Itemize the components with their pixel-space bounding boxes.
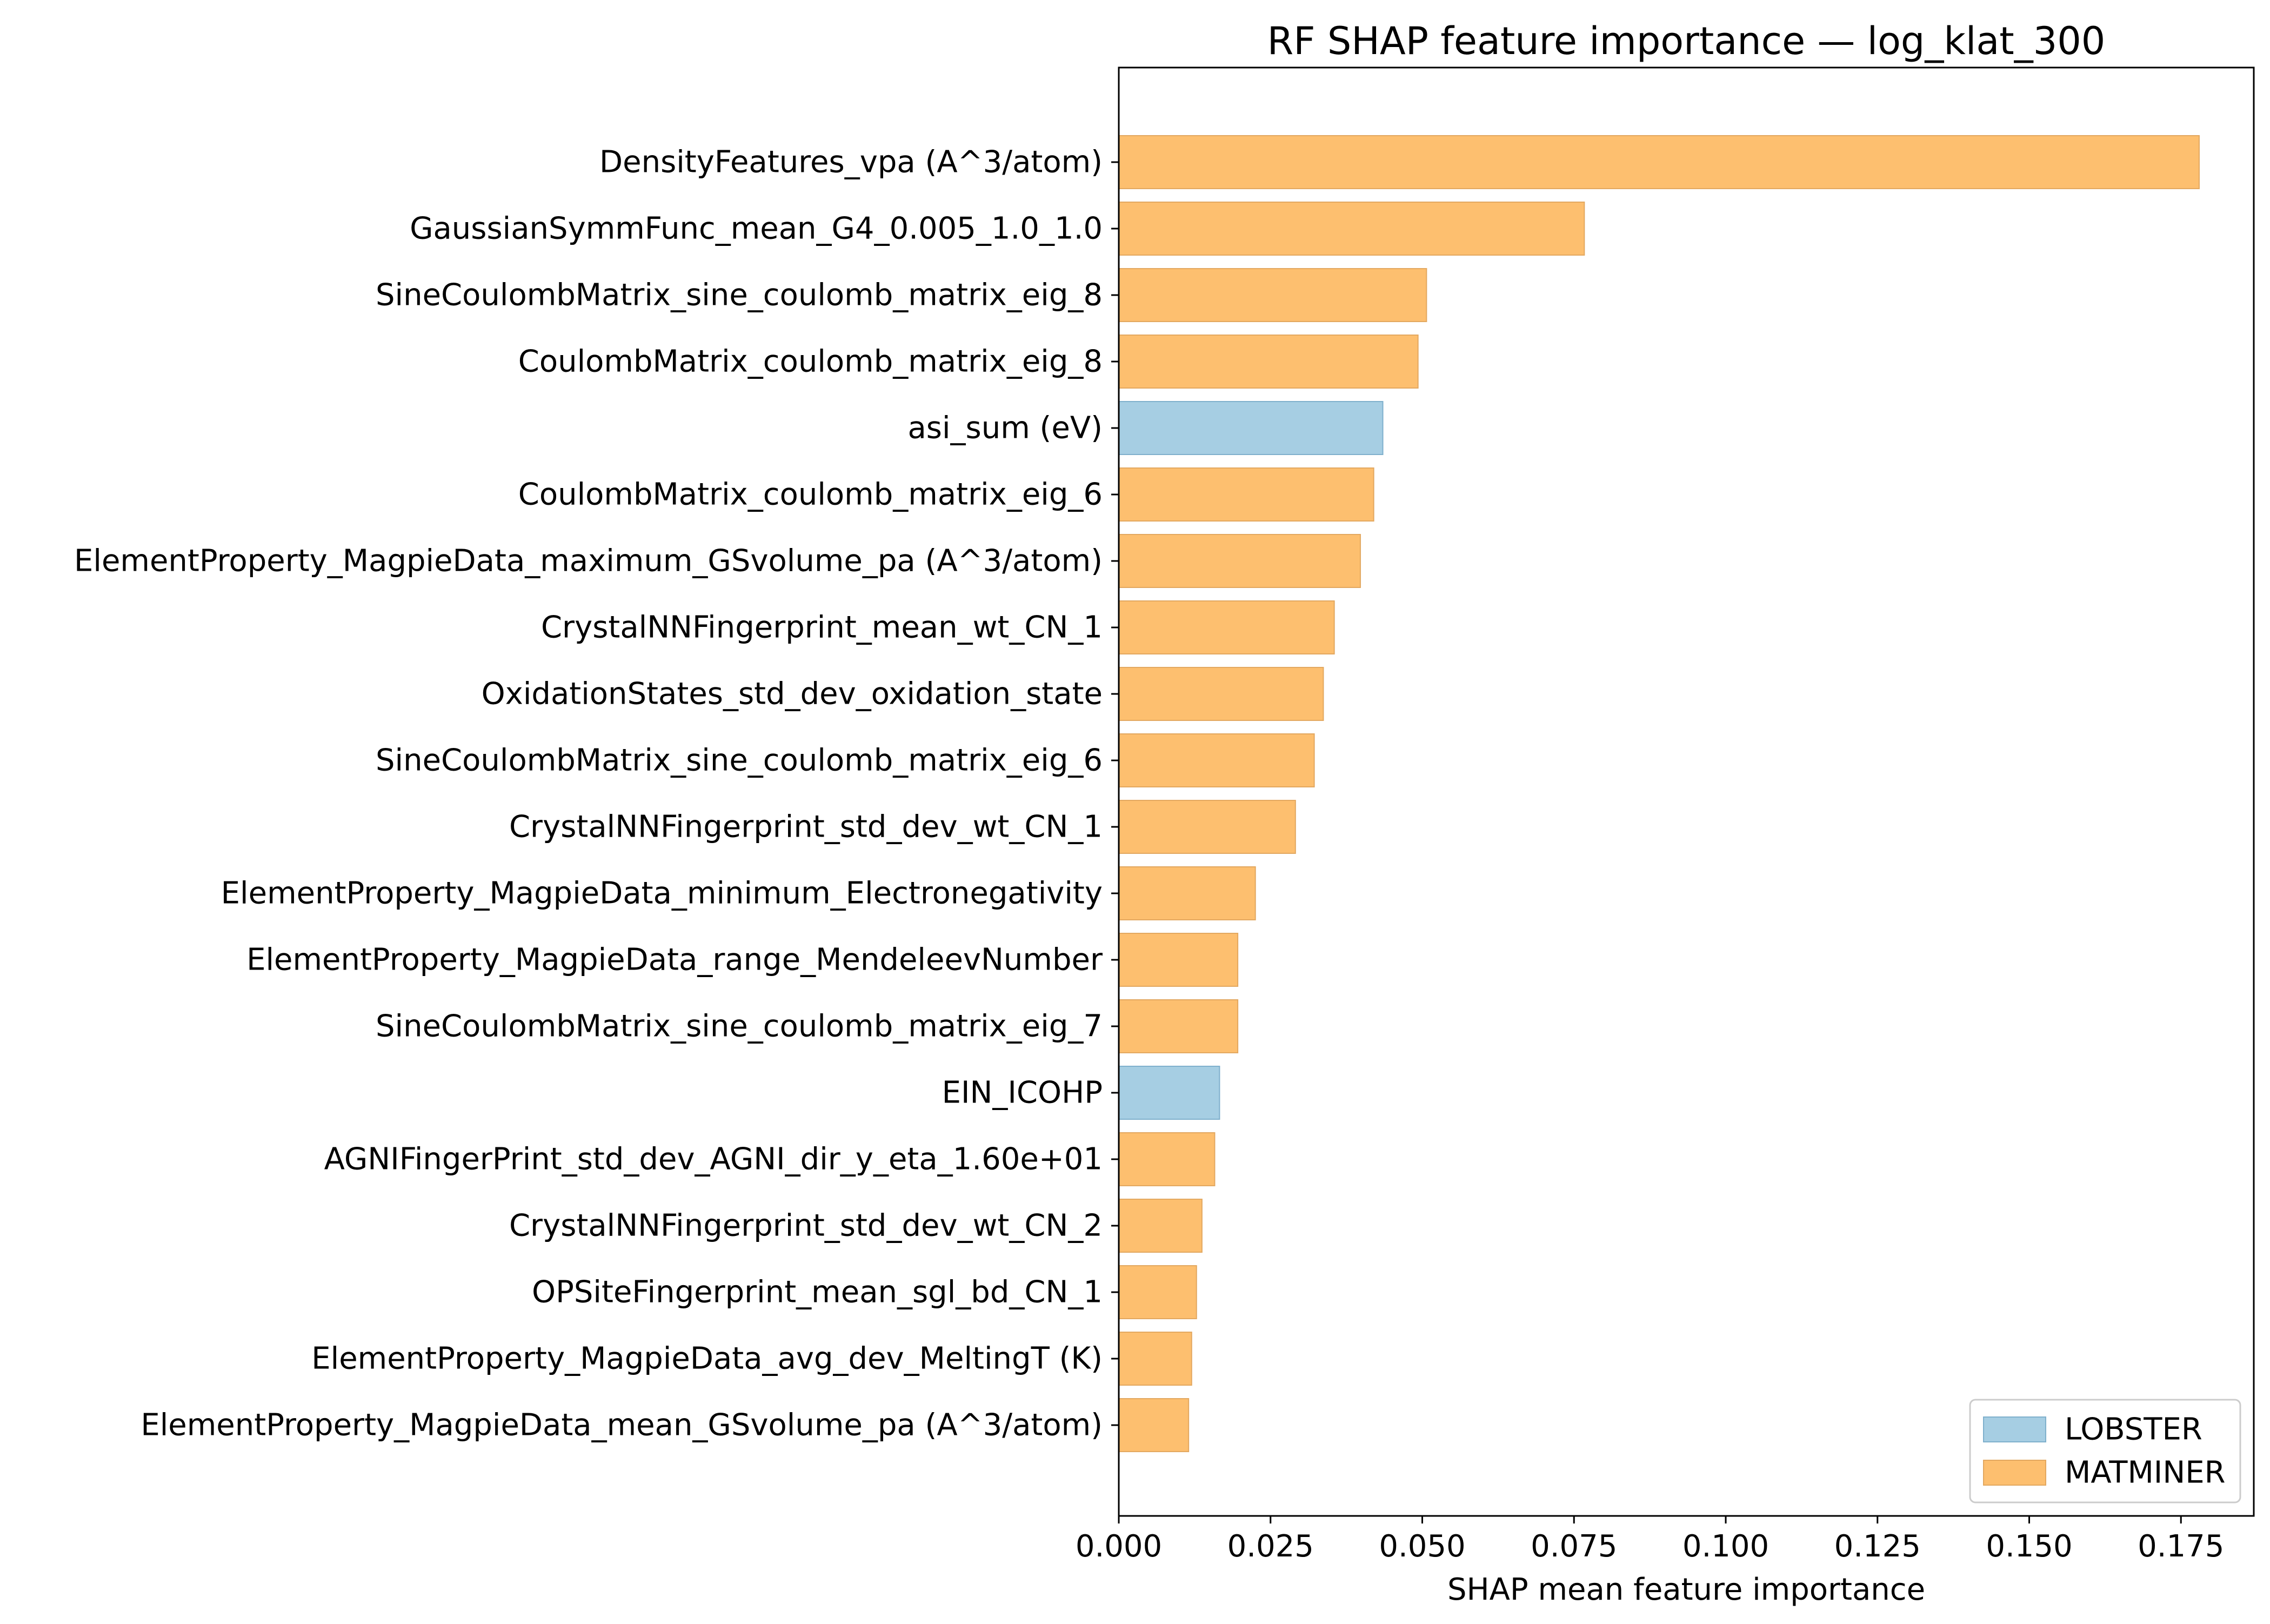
category-label-17: CrystalNNFingerprint_std_dev_wt_CN_2 [509,1208,1103,1244]
x-tick-label-4: 0.075 [1531,1529,1617,1564]
bar-9 [1118,667,1324,721]
chart-title: RF SHAP feature importance — log_klat_30… [1267,19,2106,63]
bars-layer [1118,135,2200,1452]
legend-label-matminer: MATMINER [2065,1455,2226,1491]
bar-16 [1118,1132,1216,1186]
x-tick-label-1: 0.000 [1076,1529,1162,1564]
x-tick-label-8: 0.175 [2138,1529,2224,1564]
bar-20 [1118,1398,1190,1452]
category-labels: DensityFeatures_vpa (A^3/atom) GaussianSy… [74,145,1119,1443]
bar-11 [1118,800,1296,854]
legend-swatch-lobster [1983,1416,2046,1442]
bar-12 [1118,866,1256,920]
bar-14 [1118,999,1239,1053]
plot-frame [1118,66,2255,1517]
category-label-5: asi_sum (eV) [907,411,1103,446]
category-label-7: ElementProperty_MagpieData_maximum_GSvol… [74,544,1103,579]
category-label-16: AGNIFingerPrint_std_dev_AGNI_dir_y_eta_1… [324,1142,1103,1177]
category-label-2: GaussianSymmFunc_mean_G4_0.005_1.0_1.0 [410,211,1103,246]
category-label-19: ElementProperty_MagpieData_avg_dev_Melti… [311,1341,1103,1376]
x-tick-label-7: 0.150 [1986,1529,2072,1564]
category-label-14: SineCoulombMatrix_sine_coulomb_matrix_ei… [376,1009,1103,1044]
x-tick-label-6: 0.125 [1834,1529,1921,1564]
legend-swatch-matminer [1983,1460,2046,1486]
bar-7 [1118,534,1361,588]
bar-13 [1118,933,1239,987]
category-label-8: CrystalNNFingerprint_mean_wt_CN_1 [541,610,1103,645]
category-label-1: DensityFeatures_vpa (A^3/atom) [599,145,1103,180]
bar-19 [1118,1332,1192,1386]
bar-1 [1118,135,2200,189]
x-axis: 0.000 0.025 0.050 0.075 0.100 0.125 0.150 0.175 [1076,1516,2224,1564]
category-label-20: ElementProperty_MagpieData_mean_GSvolume… [141,1408,1103,1443]
x-tick-label-2: 0.025 [1227,1529,1314,1564]
x-tick-label-5: 0.100 [1683,1529,1769,1564]
bar-6 [1118,467,1374,522]
legend: LOBSTER MATMINER [1969,1399,2241,1503]
bar-15 [1118,1066,1220,1120]
bar-3 [1118,268,1427,322]
category-label-4: CoulombMatrix_coulomb_matrix_eig_8 [518,344,1103,379]
category-label-15: EIN_ICOHP [942,1075,1103,1111]
category-label-9: OxidationStates_std_dev_oxidation_state [482,677,1103,712]
category-label-13: ElementProperty_MagpieData_range_Mendele… [246,943,1103,978]
bar-5 [1118,401,1384,455]
category-label-6: CoulombMatrix_coulomb_matrix_eig_6 [518,477,1103,512]
category-label-18: OPSiteFingerprint_mean_sgl_bd_CN_1 [532,1275,1103,1310]
category-label-10: SineCoulombMatrix_sine_coulomb_matrix_ei… [376,743,1103,778]
bar-18 [1118,1265,1197,1319]
bar-4 [1118,335,1419,389]
category-label-11: CrystalNNFingerprint_std_dev_wt_CN_1 [509,810,1103,845]
bar-10 [1118,733,1315,787]
bar-2 [1118,202,1585,256]
x-tick-label-3: 0.050 [1379,1529,1465,1564]
bar-8 [1118,600,1335,654]
bar-17 [1118,1199,1203,1253]
category-label-12: ElementProperty_MagpieData_minimum_Elect… [221,876,1103,911]
category-label-3: SineCoulombMatrix_sine_coulomb_matrix_ei… [376,278,1103,313]
x-axis-label: SHAP mean feature importance [1447,1572,1925,1607]
legend-label-lobster: LOBSTER [2065,1412,2202,1447]
